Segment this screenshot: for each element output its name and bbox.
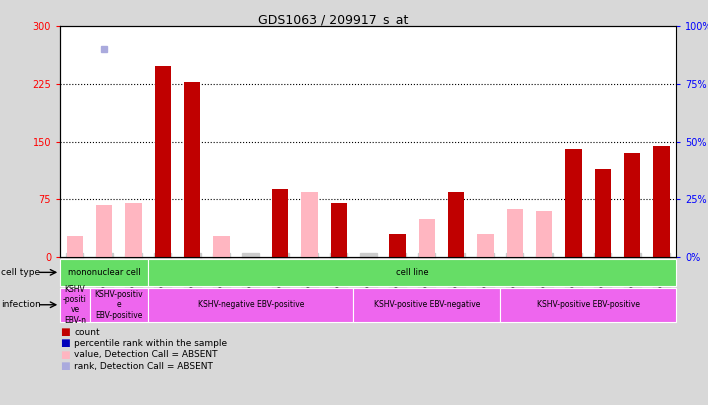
Text: ■: ■ bbox=[60, 350, 70, 360]
Bar bbox=[213, 236, 229, 257]
Text: count: count bbox=[74, 328, 100, 337]
Bar bbox=[67, 236, 83, 257]
Bar bbox=[272, 190, 288, 257]
Text: value, Detection Call = ABSENT: value, Detection Call = ABSENT bbox=[74, 350, 218, 359]
Bar bbox=[89, 288, 148, 322]
Bar bbox=[353, 288, 500, 322]
Text: ■: ■ bbox=[60, 361, 70, 371]
Bar bbox=[302, 192, 318, 257]
Text: KSHV
-positi
ve
EBV-n: KSHV -positi ve EBV-n bbox=[63, 285, 87, 325]
Text: KSHV-positive EBV-negative: KSHV-positive EBV-negative bbox=[374, 300, 480, 309]
Text: ■: ■ bbox=[60, 327, 70, 337]
Bar bbox=[566, 149, 581, 257]
Bar bbox=[96, 205, 113, 257]
Bar bbox=[148, 259, 676, 286]
Bar bbox=[624, 153, 640, 257]
Bar bbox=[331, 203, 347, 257]
Bar bbox=[148, 288, 353, 322]
Text: mononuclear cell: mononuclear cell bbox=[68, 268, 140, 277]
Bar bbox=[595, 168, 611, 257]
Text: cell type: cell type bbox=[1, 268, 40, 277]
Bar bbox=[536, 211, 552, 257]
Text: KSHV-negative EBV-positive: KSHV-negative EBV-positive bbox=[198, 300, 304, 309]
Bar bbox=[507, 209, 523, 257]
Text: KSHV-positiv
e
EBV-positive: KSHV-positiv e EBV-positive bbox=[95, 290, 143, 320]
Bar bbox=[125, 203, 142, 257]
Bar bbox=[448, 192, 464, 257]
Bar bbox=[155, 66, 171, 257]
Text: rank, Detection Call = ABSENT: rank, Detection Call = ABSENT bbox=[74, 362, 213, 371]
Bar bbox=[60, 288, 89, 322]
Text: ■: ■ bbox=[60, 339, 70, 348]
Bar bbox=[500, 288, 676, 322]
Bar bbox=[184, 82, 200, 257]
Bar bbox=[60, 259, 148, 286]
Text: infection: infection bbox=[1, 300, 41, 309]
Bar bbox=[653, 145, 670, 257]
Bar bbox=[389, 234, 406, 257]
Text: cell line: cell line bbox=[396, 268, 428, 277]
Text: percentile rank within the sample: percentile rank within the sample bbox=[74, 339, 227, 348]
Bar bbox=[418, 219, 435, 257]
Bar bbox=[477, 234, 493, 257]
Text: KSHV-positive EBV-positive: KSHV-positive EBV-positive bbox=[537, 300, 639, 309]
Text: GDS1063 / 209917_s_at: GDS1063 / 209917_s_at bbox=[258, 13, 408, 26]
